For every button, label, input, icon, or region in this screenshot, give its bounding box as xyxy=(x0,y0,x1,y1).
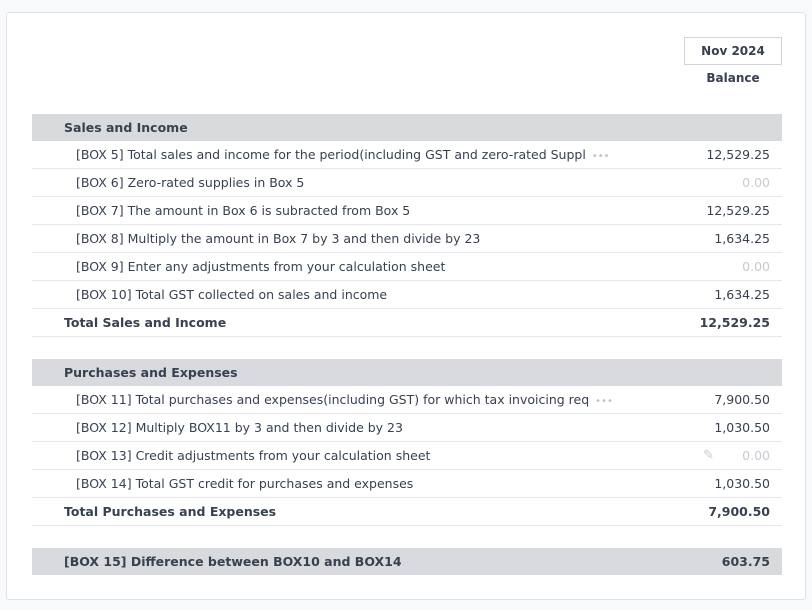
line-value: 0.00 xyxy=(742,448,770,463)
line-label: [BOX 9] Enter any adjustments from your … xyxy=(76,259,650,274)
line-label-text: [BOX 13] Credit adjustments from your ca… xyxy=(76,448,431,463)
ellipsis-icon[interactable]: ••• xyxy=(591,151,610,162)
period-header[interactable]: Nov 2024 xyxy=(684,37,782,65)
line-value: 1,634.25 xyxy=(714,231,770,246)
report-line[interactable]: [BOX 14] Total GST credit for purchases … xyxy=(32,470,782,498)
line-label-text: [BOX 9] Enter any adjustments from your … xyxy=(76,259,446,274)
tax-report-card: Nov 2024 Balance Sales and Income [BOX 5]… xyxy=(6,12,806,600)
line-label-text: [BOX 14] Total GST credit for purchases … xyxy=(76,476,414,491)
report-table: Sales and Income [BOX 5] Total sales and … xyxy=(32,114,782,575)
line-value: 0.00 xyxy=(742,259,770,274)
spacer xyxy=(32,337,782,359)
line-label: [BOX 5] Total sales and income for the p… xyxy=(76,147,650,162)
line-label-text: [BOX 7] The amount in Box 6 is subracted… xyxy=(76,203,411,218)
line-value: 7,900.50 xyxy=(714,392,770,407)
summary-row: [BOX 15] Difference between BOX10 and BO… xyxy=(32,548,782,575)
line-label: [BOX 7] The amount in Box 6 is subracted… xyxy=(76,203,650,218)
line-label: [BOX 8] Multiply the amount in Box 7 by … xyxy=(76,231,650,246)
line-label: [BOX 12] Multiply BOX11 by 3 and then di… xyxy=(76,420,650,435)
total-label: Total Sales and Income xyxy=(64,315,227,330)
report-line[interactable]: [BOX 8] Multiply the amount in Box 7 by … xyxy=(32,225,782,253)
line-label-text: [BOX 12] Multiply BOX11 by 3 and then di… xyxy=(76,420,403,435)
report-line[interactable]: [BOX 7] The amount in Box 6 is subracted… xyxy=(32,197,782,225)
line-label: [BOX 14] Total GST credit for purchases … xyxy=(76,476,650,491)
report-line[interactable]: [BOX 10] Total GST collected on sales an… xyxy=(32,281,782,309)
spacer xyxy=(32,526,782,548)
summary-value: 603.75 xyxy=(721,554,770,569)
section-total: Total Sales and Income 12,529.25 xyxy=(32,309,782,337)
ellipsis-icon[interactable]: ••• xyxy=(595,396,613,407)
section-header[interactable]: Purchases and Expenses xyxy=(32,359,782,386)
summary-label: [BOX 15] Difference between BOX10 and BO… xyxy=(64,554,402,569)
line-label-text: [BOX 8] Multiply the amount in Box 7 by … xyxy=(76,231,481,246)
section-header[interactable]: Sales and Income xyxy=(32,114,782,141)
line-label-text: [BOX 11] Total purchases and expenses(in… xyxy=(76,392,590,407)
report-line[interactable]: [BOX 12] Multiply BOX11 by 3 and then di… xyxy=(32,414,782,442)
line-label: [BOX 10] Total GST collected on sales an… xyxy=(76,287,650,302)
line-label: [BOX 11] Total purchases and expenses(in… xyxy=(76,392,650,407)
line-value: 12,529.25 xyxy=(706,147,770,162)
balance-column-header: Balance xyxy=(706,71,760,85)
report-line[interactable]: [BOX 5] Total sales and income for the p… xyxy=(32,141,782,169)
report-line[interactable]: [BOX 13] Credit adjustments from your ca… xyxy=(32,442,782,470)
line-value: 1,030.50 xyxy=(714,476,770,491)
pencil-icon[interactable]: ✎ xyxy=(703,448,714,463)
line-label-text: [BOX 5] Total sales and income for the p… xyxy=(76,147,586,162)
line-value: 12,529.25 xyxy=(706,203,770,218)
line-value: 1,634.25 xyxy=(714,287,770,302)
report-line[interactable]: [BOX 6] Zero-rated supplies in Box 5 0.00 xyxy=(32,169,782,197)
total-value: 12,529.25 xyxy=(699,315,770,330)
total-label: Total Purchases and Expenses xyxy=(64,504,277,519)
total-value: 7,900.50 xyxy=(708,504,770,519)
report-line[interactable]: [BOX 9] Enter any adjustments from your … xyxy=(32,253,782,281)
line-label-text: [BOX 6] Zero-rated supplies in Box 5 xyxy=(76,175,305,190)
section-total: Total Purchases and Expenses 7,900.50 xyxy=(32,498,782,526)
line-label: [BOX 13] Credit adjustments from your ca… xyxy=(76,448,650,463)
line-label: [BOX 6] Zero-rated supplies in Box 5 xyxy=(76,175,650,190)
line-value: 1,030.50 xyxy=(714,420,770,435)
line-value: 0.00 xyxy=(742,175,770,190)
line-label-text: [BOX 10] Total GST collected on sales an… xyxy=(76,287,388,302)
section-title: Sales and Income xyxy=(64,120,188,135)
section-title: Purchases and Expenses xyxy=(64,365,238,380)
report-line[interactable]: [BOX 11] Total purchases and expenses(in… xyxy=(32,386,782,414)
